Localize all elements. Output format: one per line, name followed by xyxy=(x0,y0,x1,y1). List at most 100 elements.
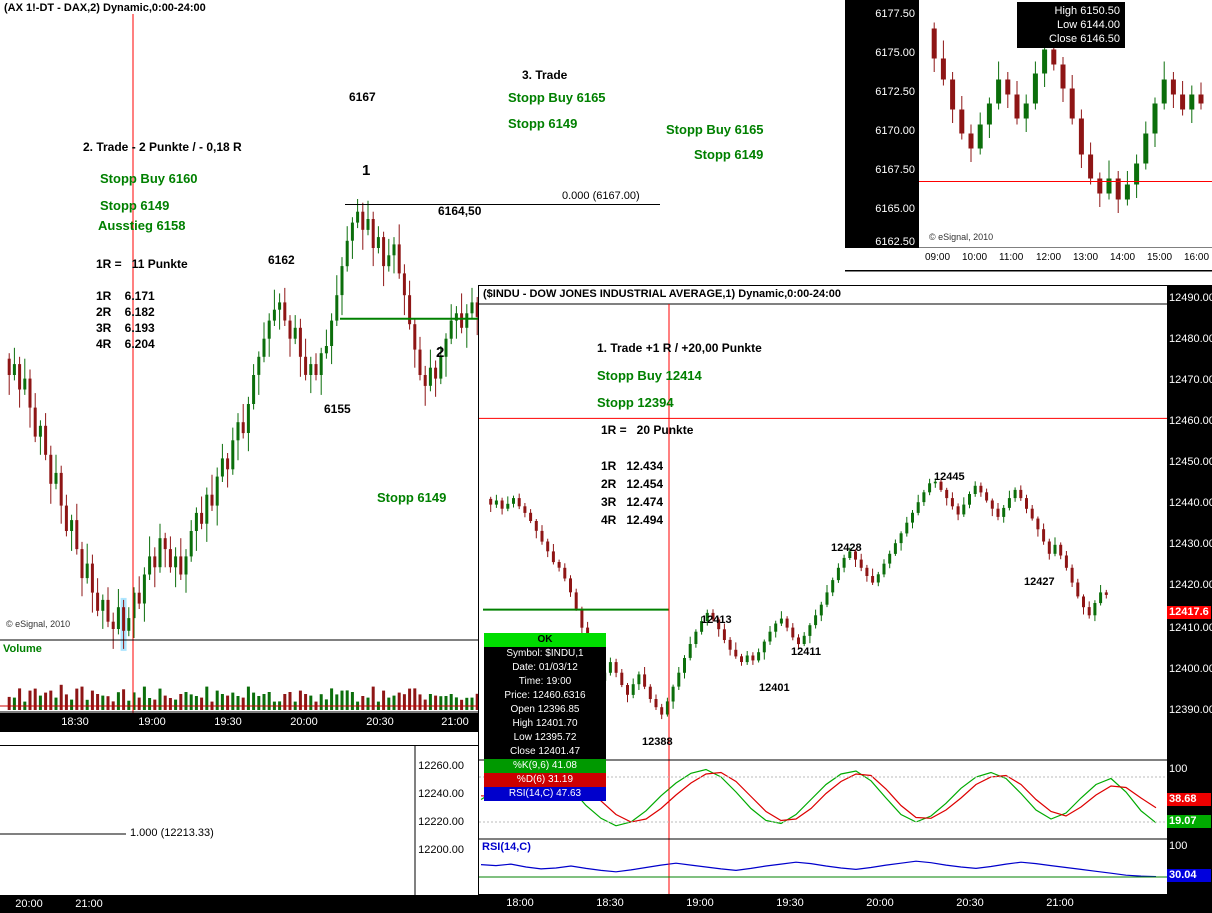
candle xyxy=(517,498,521,507)
m15-chart-canvas[interactable] xyxy=(845,0,1212,272)
data-row: Open 12396.85 xyxy=(510,704,580,715)
volume-bar xyxy=(174,699,178,710)
candle xyxy=(1014,94,1020,119)
volume-bar xyxy=(382,690,386,710)
price-label: 12480.00 xyxy=(1169,333,1212,345)
candle xyxy=(85,563,89,579)
stoch-k-line xyxy=(480,768,1157,827)
candle xyxy=(654,699,658,708)
volume-bar xyxy=(460,699,464,710)
indu-price-axis[interactable]: 12490.00 12480.00 12470.00 12460.00 12450.00… xyxy=(1167,286,1212,894)
price-label: 12400.00 xyxy=(1169,663,1212,675)
volume-bar xyxy=(54,697,58,710)
volume-bar xyxy=(132,692,136,710)
price-label: 12450.00 xyxy=(1169,456,1212,468)
candle xyxy=(33,407,37,437)
indu-chart-window[interactable]: ($INDU - DOW JONES INDUSTRIAL AVERAGE,1)… xyxy=(478,285,1212,913)
volume-bar xyxy=(158,688,162,710)
candle xyxy=(111,621,115,629)
candle xyxy=(1053,544,1057,554)
candle xyxy=(1134,163,1140,185)
rsi-line xyxy=(480,860,1157,878)
data-window-header: OK xyxy=(484,633,606,647)
volume-bar xyxy=(64,694,68,710)
data-row: Time: 19:00 xyxy=(518,676,572,687)
candle xyxy=(449,320,453,339)
fib-chart-window[interactable]: 12260.00 12240.00 12220.00 12200.00 1.000 (… xyxy=(0,745,478,913)
candle xyxy=(722,629,726,640)
candle xyxy=(376,237,380,248)
volume-bar xyxy=(12,697,16,710)
candle xyxy=(945,489,949,499)
candle xyxy=(973,485,977,494)
candle xyxy=(314,364,318,375)
volume-bar xyxy=(127,700,131,710)
time-label: 20:00 xyxy=(15,898,43,910)
candle xyxy=(1198,94,1204,104)
tooltip-close: Close 6146.50 xyxy=(1049,33,1120,45)
candle xyxy=(1087,607,1091,616)
price-label: 6172.50 xyxy=(875,86,915,98)
data-row: High 12401.70 xyxy=(512,718,578,729)
price-label: 12420.00 xyxy=(1169,579,1212,591)
volume-bar xyxy=(179,694,183,710)
candle xyxy=(345,240,349,267)
m15-price-axis[interactable]: 6177.50 6175.00 6172.50 6170.00 6167.50 6165.… xyxy=(845,0,919,248)
candle xyxy=(933,481,937,484)
time-label: 20:30 xyxy=(956,897,984,909)
candle xyxy=(252,375,256,404)
fib-time-axis[interactable]: 20:00 21:00 xyxy=(0,895,478,913)
candle xyxy=(814,615,818,626)
volume-bar xyxy=(397,692,401,710)
candle xyxy=(460,313,464,328)
candle xyxy=(54,472,58,484)
candle xyxy=(428,367,432,386)
volume-bar xyxy=(194,696,198,710)
candle xyxy=(740,656,743,662)
candle xyxy=(168,549,172,568)
candle xyxy=(272,309,276,321)
candle xyxy=(825,592,829,605)
candle xyxy=(226,458,230,470)
volume-bar xyxy=(283,694,287,710)
candle xyxy=(757,652,761,661)
candle xyxy=(179,556,183,575)
candle xyxy=(220,458,224,477)
volume-bar xyxy=(116,692,120,710)
dax-window-title: (AX 1!-DT - DAX,2) Dynamic,0:00-24:00 xyxy=(4,2,206,14)
m15-chart-window[interactable]: 6177.50 6175.00 6172.50 6170.00 6167.50 6165.… xyxy=(845,0,1212,272)
stoch-scale-label: 100 xyxy=(1169,763,1188,775)
candle xyxy=(1023,103,1029,119)
volume-bar xyxy=(90,690,94,710)
volume-bar xyxy=(402,694,406,710)
candle xyxy=(434,367,438,379)
indu-chart-canvas[interactable] xyxy=(479,286,1211,912)
candle xyxy=(1104,592,1108,595)
candle xyxy=(278,302,282,310)
candle xyxy=(49,454,53,484)
indu-time-axis[interactable]: 18:00 18:30 19:00 19:30 20:00 20:30 21:00 xyxy=(479,894,1211,912)
candle xyxy=(648,686,652,699)
volume-bar xyxy=(434,695,438,710)
candle xyxy=(1082,596,1085,608)
candle xyxy=(1025,498,1028,509)
candle xyxy=(968,494,971,505)
candle xyxy=(319,353,323,375)
candle xyxy=(366,219,370,230)
rsi-badge: 30.04 xyxy=(1167,869,1211,882)
candle xyxy=(608,662,612,673)
candle xyxy=(996,508,1000,517)
price-label: 6175.00 xyxy=(875,47,915,59)
candle xyxy=(439,356,443,379)
candle xyxy=(546,541,550,552)
volume-bar xyxy=(59,684,63,710)
volume-bar xyxy=(101,695,105,710)
candle xyxy=(142,574,146,604)
candle xyxy=(122,607,126,631)
fib-chart-canvas[interactable] xyxy=(0,746,478,913)
candle xyxy=(683,658,686,673)
candle xyxy=(922,492,926,503)
candle xyxy=(626,685,629,695)
candle xyxy=(717,619,721,630)
